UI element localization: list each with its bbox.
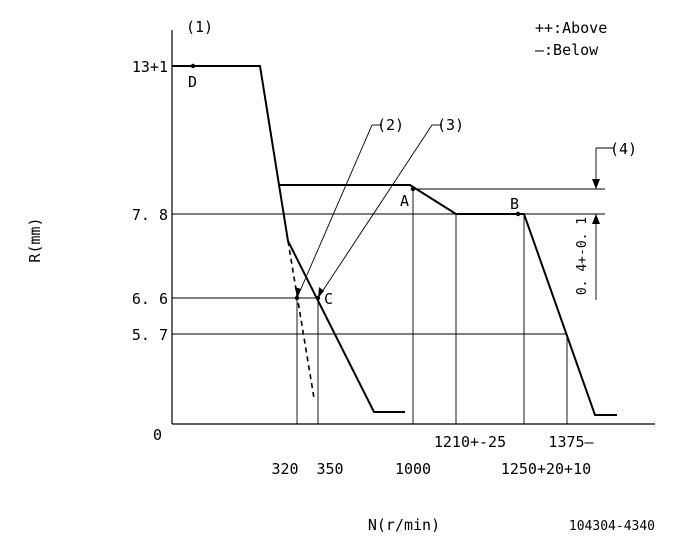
- callout-1: (1): [186, 18, 213, 36]
- y-tick-13: 13+1: [132, 58, 168, 76]
- y-axis-title: R(mm): [26, 217, 44, 262]
- y-tick-7-8: 7. 8: [132, 206, 168, 224]
- leader-3: [317, 124, 433, 299]
- dimension-text: 0. 4+-0. 1: [575, 217, 590, 295]
- x-tick-350: 350: [316, 460, 343, 478]
- leader-2: [296, 124, 373, 299]
- point-a-label: A: [400, 192, 409, 210]
- x-tick-1375: 1375—: [548, 433, 594, 451]
- point-a-marker: [410, 186, 416, 192]
- dashed-branch: [287, 240, 315, 399]
- upper-curve: [278, 184, 617, 416]
- arrow-3: [318, 287, 324, 298]
- dim-4-arrow-top: [592, 179, 600, 189]
- point-b-label: B: [510, 195, 519, 213]
- point-d-label: D: [188, 73, 197, 91]
- part-number: 104304-4340: [569, 519, 655, 534]
- legend-below: —:Below: [535, 41, 599, 59]
- x-axis-title: N(r/min): [368, 516, 440, 534]
- callout-2: (2): [377, 116, 404, 134]
- x-tick-1210: 1210+-25: [434, 433, 506, 451]
- point-d-marker: [190, 63, 196, 69]
- callout-3: (3): [437, 116, 464, 134]
- x-tick-320: 320: [271, 460, 298, 478]
- x-tick-1250: 1250+20+10: [501, 460, 591, 478]
- point-b-marker: [515, 211, 521, 217]
- x-tick-1000: 1000: [395, 460, 431, 478]
- point-c-label: C: [324, 290, 333, 308]
- arrow-2: [295, 287, 301, 298]
- dim-4-arrow-bottom: [592, 214, 600, 224]
- main-curve: [172, 65, 405, 413]
- y-tick-5-7: 5. 7: [132, 326, 168, 344]
- legend-above: ++:Above: [535, 19, 607, 37]
- callout-4: (4): [610, 140, 637, 158]
- y-tick-0: 0: [153, 426, 162, 444]
- y-tick-6-6: 6. 6: [132, 290, 168, 308]
